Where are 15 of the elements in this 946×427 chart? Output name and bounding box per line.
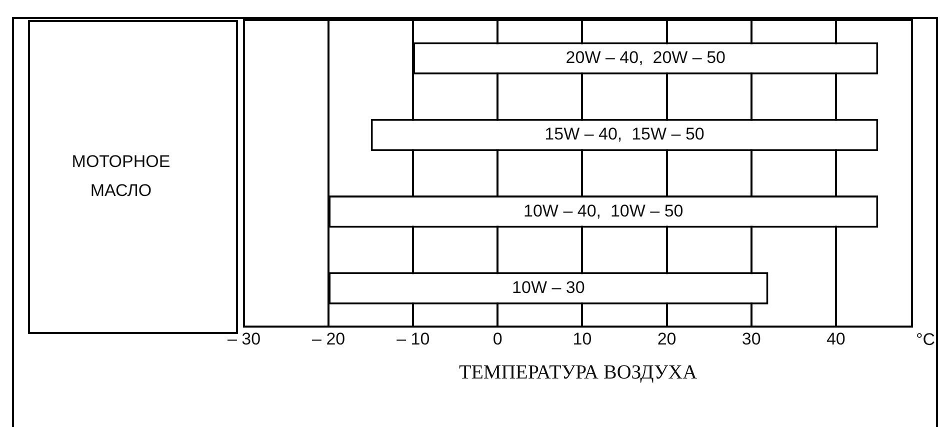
- x-tick-label: 10: [572, 329, 592, 348]
- y-tick-label: 15W – 40, 15W – 50: [544, 124, 704, 144]
- y-tick-label: 10W – 40, 10W – 50: [524, 201, 684, 220]
- y-axis-title: МОТОРНОЕ МАСЛО: [70, 151, 172, 202]
- x-tick-label: – 10: [396, 329, 430, 348]
- x-tick-label: 30: [742, 329, 761, 348]
- x-tick-label: – 30: [227, 329, 261, 348]
- x-tick-label: – 20: [312, 329, 346, 348]
- x-tick-label: 0: [492, 329, 502, 348]
- text: °C: [916, 330, 936, 349]
- x-tick-label: 20: [657, 329, 676, 348]
- x-axis-title: ТЕМПЕРАТУРА ВОЗДУХА: [458, 361, 698, 384]
- y-tick-label: 20W – 40, 20W – 50: [566, 48, 726, 68]
- y-tick-label: 10W – 30: [512, 278, 585, 297]
- x-tick-label: 40: [826, 329, 846, 348]
